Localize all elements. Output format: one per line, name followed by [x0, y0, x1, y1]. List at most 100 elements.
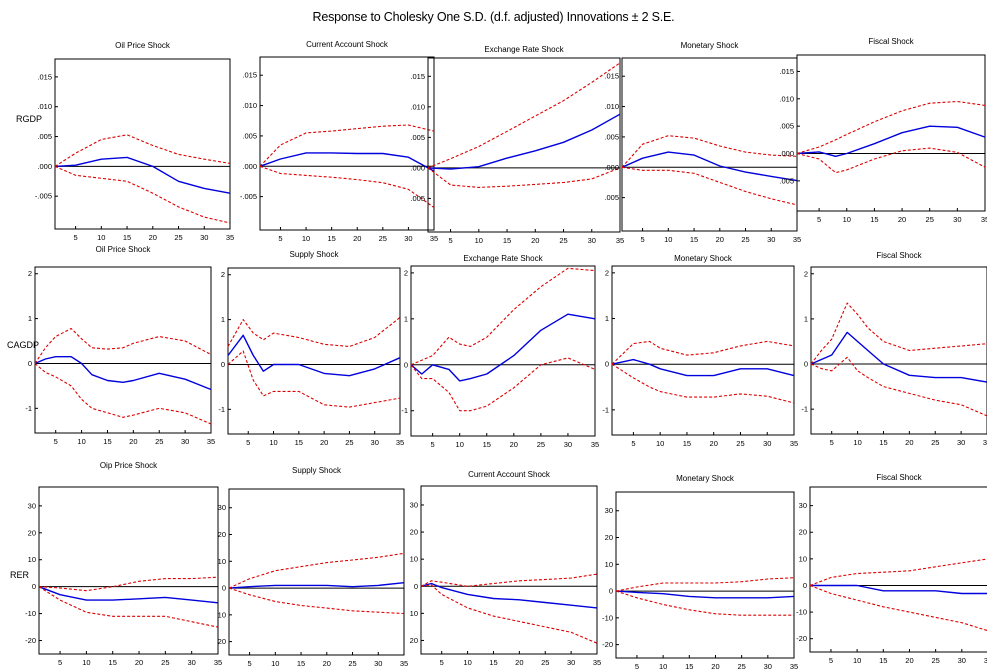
y-tick-label: 10 — [218, 610, 226, 619]
x-tick-label: 35 — [790, 439, 798, 448]
y-tick-label: .005 — [604, 193, 619, 202]
y-tick-label: .010 — [37, 102, 52, 111]
y-tick-label: 0 — [404, 360, 408, 369]
x-tick-label: 10 — [853, 438, 861, 447]
x-tick-label: 20 — [320, 438, 328, 447]
x-tick-label: 5 — [58, 658, 62, 667]
panel-title: Supply Shock — [290, 250, 340, 259]
lower-band-line — [259, 165, 435, 208]
x-tick-label: 25 — [379, 234, 387, 243]
x-tick-label: 5 — [246, 438, 250, 447]
panel-title: Monetary Shock — [674, 254, 733, 263]
lower-band-line — [621, 166, 798, 206]
x-tick-label: 35 — [616, 236, 624, 245]
x-tick-label: 10 — [853, 656, 861, 665]
y-tick-label: .005 — [410, 133, 425, 142]
row-label-cagdp: CAGDP — [7, 340, 40, 350]
x-tick-label: 25 — [537, 440, 545, 449]
x-tick-label: 35 — [983, 438, 987, 447]
x-tick-label: 20 — [323, 659, 331, 668]
x-tick-label: 35 — [984, 656, 987, 665]
panel-frame — [611, 265, 795, 436]
x-tick-label: 10 — [269, 438, 277, 447]
x-tick-label: 35 — [790, 662, 798, 670]
x-tick-label: 30 — [374, 659, 382, 668]
x-tick-label: 5 — [440, 658, 444, 667]
x-tick-label: 35 — [214, 658, 222, 667]
x-tick-label: 15 — [683, 439, 691, 448]
x-tick-label: 15 — [327, 234, 335, 243]
y-tick-label: -20 — [796, 634, 807, 643]
x-tick-label: 20 — [129, 437, 137, 446]
upper-band-line — [34, 327, 212, 364]
upper-band-line — [796, 100, 986, 155]
x-tick-label: 25 — [541, 658, 549, 667]
x-tick-label: 10 — [82, 658, 90, 667]
response-line — [615, 590, 795, 599]
y-tick-label: .000 — [37, 162, 52, 171]
upper-band-line — [54, 134, 231, 167]
panel-title: Fiscal Shock — [876, 251, 922, 260]
lower-band-line — [796, 147, 986, 174]
y-tick-label: .005 — [604, 132, 619, 141]
upper-band-line — [420, 573, 598, 587]
panel-frame — [427, 57, 621, 233]
x-tick-label: 5 — [631, 439, 635, 448]
panel-frame — [809, 486, 987, 653]
x-tick-label: 30 — [404, 234, 412, 243]
x-tick-label: 20 — [510, 440, 518, 449]
y-tick-label: .005 — [779, 176, 794, 185]
x-tick-label: 10 — [664, 235, 672, 244]
x-tick-label: 25 — [737, 662, 745, 670]
y-tick-label: 0 — [221, 360, 225, 369]
x-tick-label: 10 — [302, 234, 310, 243]
panel-title: Oil Price Shock — [96, 245, 152, 254]
response-line — [427, 113, 621, 170]
x-tick-label: 20 — [710, 439, 718, 448]
response-line — [410, 313, 596, 382]
x-tick-label: 15 — [503, 236, 511, 245]
y-tick-label: 20 — [28, 528, 36, 537]
y-tick-label: 2 — [804, 269, 808, 278]
x-tick-label: 30 — [957, 438, 965, 447]
panel-title: Monetary Shock — [681, 41, 740, 50]
y-tick-label: .005 — [242, 131, 257, 140]
lower-band-line — [809, 584, 987, 631]
y-tick-label: 20 — [218, 530, 226, 539]
response-line — [810, 331, 987, 383]
y-tick-label: -.005 — [240, 192, 257, 201]
x-tick-label: 20 — [716, 235, 724, 244]
x-tick-label: 5 — [829, 656, 833, 665]
figure-title: Response to Cholesky One S.D. (d.f. adju… — [312, 10, 675, 24]
y-tick-label: .000 — [242, 162, 257, 171]
upper-band-line — [615, 577, 795, 592]
y-tick-label: .010 — [779, 94, 794, 103]
x-tick-label: 15 — [489, 658, 497, 667]
upper-band-line — [228, 552, 405, 589]
y-tick-label: 30 — [28, 501, 36, 510]
y-tick-label: 10 — [605, 560, 613, 569]
y-tick-label: .010 — [410, 102, 425, 111]
y-tick-label: -1 — [801, 405, 808, 414]
x-tick-label: 10 — [271, 659, 279, 668]
upper-band-line — [38, 576, 219, 592]
response-line — [54, 156, 231, 194]
x-tick-label: 30 — [953, 215, 961, 224]
x-tick-label: 20 — [531, 236, 539, 245]
row-label-rer: RER — [10, 570, 30, 580]
y-tick-label: 30 — [410, 500, 418, 509]
panel-title: Supply Shock — [292, 466, 342, 475]
panel-frame — [410, 265, 596, 437]
x-tick-label: 20 — [353, 234, 361, 243]
y-tick-label: 10 — [218, 557, 226, 566]
upper-band-line — [810, 302, 987, 365]
x-tick-label: 30 — [188, 658, 196, 667]
panel-frame — [259, 56, 435, 231]
lower-band-line — [810, 356, 987, 417]
y-tick-label: .015 — [410, 72, 425, 81]
x-tick-label: 15 — [690, 235, 698, 244]
panel-frame — [54, 58, 231, 230]
